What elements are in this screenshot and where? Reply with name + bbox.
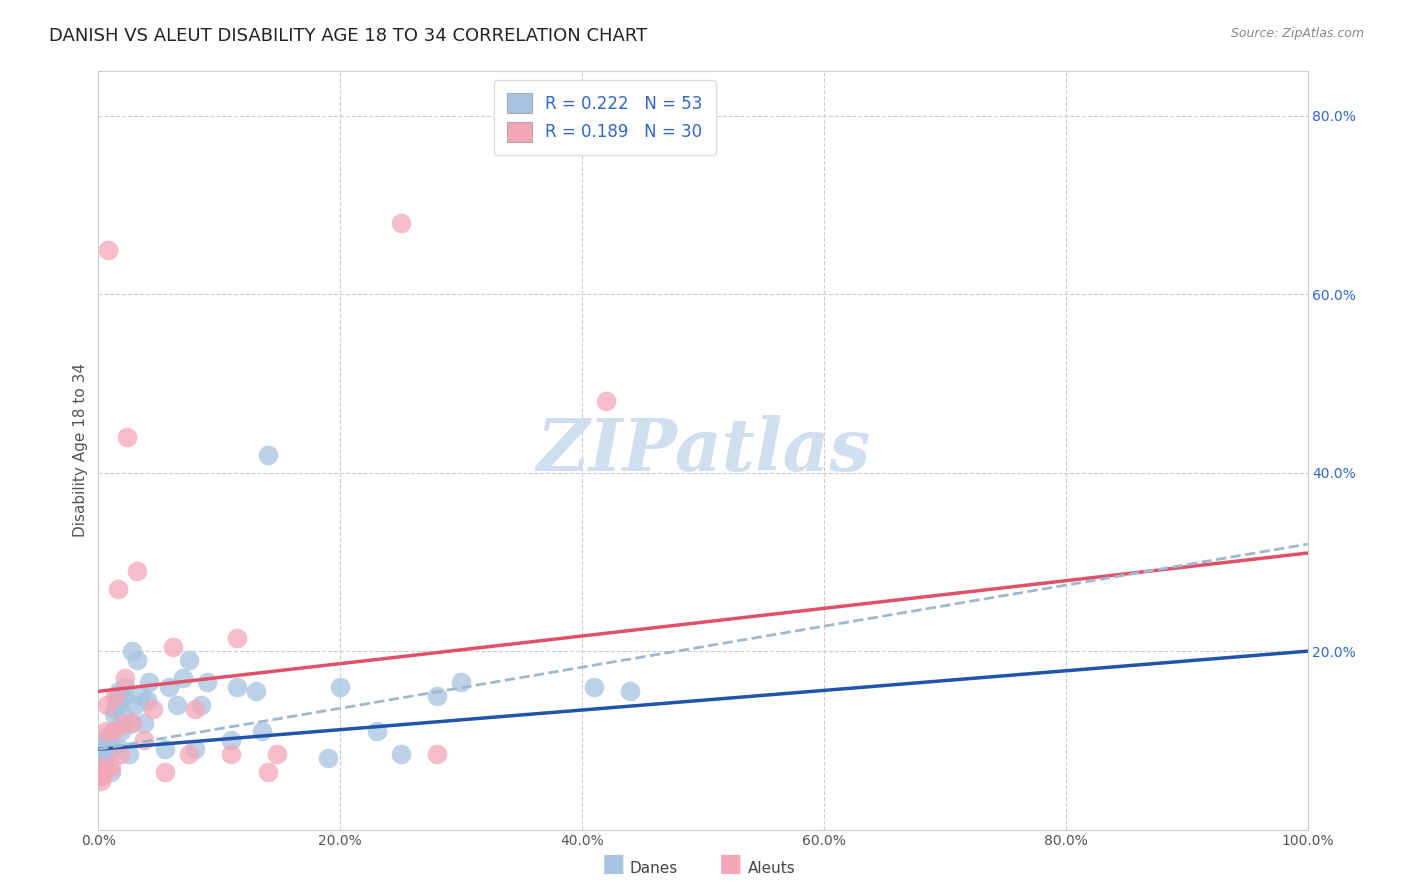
Point [101,724,124,739]
Point [184,702,207,716]
Text: ZIPatlas: ZIPatlas [536,415,870,486]
Point [97,729,120,743]
Point [108,684,131,698]
Point [389,747,412,761]
Point [100,760,122,774]
Point [127,653,149,667]
Point [190,698,212,712]
Point [226,631,249,645]
Point [94,742,117,756]
Point [96,738,118,752]
Point [138,675,160,690]
Point [179,747,201,761]
Point [107,582,129,596]
Point [121,644,143,658]
Point [583,680,606,694]
Point [117,430,139,444]
Point [112,689,135,703]
Point [426,689,449,703]
Point [129,689,152,703]
Point [104,702,127,716]
Point [118,747,141,761]
Point [114,680,136,694]
Point [595,394,617,409]
Point [111,706,134,721]
Point [226,680,249,694]
Point [114,671,136,685]
Point [91,756,114,770]
Point [105,698,128,712]
Point [110,724,132,739]
Point [142,702,165,716]
Point [93,751,115,765]
Point [91,764,114,779]
Point [162,640,184,654]
Point [329,680,352,694]
Point [250,724,273,739]
Point [366,724,388,739]
Point [96,733,118,747]
Point [100,764,122,779]
Y-axis label: Disability Age 18 to 34: Disability Age 18 to 34 [73,363,89,538]
Legend: R = 0.222   N = 53, R = 0.189   N = 30: R = 0.222 N = 53, R = 0.189 N = 30 [494,79,716,155]
Point [91,760,114,774]
Text: Source: ZipAtlas.com: Source: ZipAtlas.com [1230,27,1364,40]
Point [120,715,142,730]
Point [100,742,122,756]
Point [93,760,115,774]
Point [184,742,207,756]
Point [90,773,112,788]
Point [266,747,288,761]
Text: ■: ■ [718,852,742,876]
Point [153,764,176,779]
Point [103,706,125,721]
Point [619,684,641,698]
Point [157,680,180,694]
Text: ■: ■ [602,852,626,876]
Point [316,751,339,765]
Text: Aleuts: Aleuts [748,861,796,876]
Point [134,715,156,730]
Point [96,698,118,712]
Point [221,747,243,761]
Point [108,742,131,756]
Point [256,764,278,779]
Point [450,675,472,690]
Point [111,717,134,731]
Point [195,675,218,690]
Point [108,747,131,761]
Point [179,653,201,667]
Point [389,216,412,230]
Text: Danes: Danes [630,861,678,876]
Text: DANISH VS ALEUT DISABILITY AGE 18 TO 34 CORRELATION CHART: DANISH VS ALEUT DISABILITY AGE 18 TO 34 … [49,27,647,45]
Point [134,733,156,747]
Point [172,671,194,685]
Point [256,448,278,462]
Point [135,693,157,707]
Point [221,733,243,747]
Point [245,684,267,698]
Point [153,742,176,756]
Point [93,747,115,761]
Point [121,715,143,730]
Point [94,724,117,739]
Point [166,698,188,712]
Point [107,689,129,703]
Point [104,689,127,703]
Point [91,764,114,779]
Point [90,769,112,783]
Point [91,769,114,783]
Point [97,243,120,257]
Point [124,698,146,712]
Point [101,724,124,739]
Point [426,747,449,761]
Point [127,564,149,578]
